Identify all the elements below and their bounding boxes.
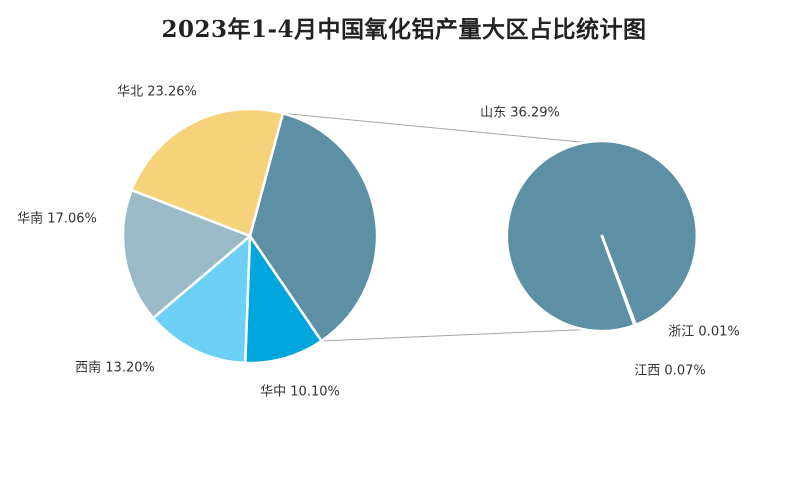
main-pie-slice-3 bbox=[151, 234, 252, 365]
main-pie bbox=[121, 107, 379, 365]
chart-title: 2023年1-4月中国氧化铝产量大区占比统计图 bbox=[161, 16, 647, 43]
main-pie-slice-4 bbox=[121, 188, 252, 320]
secondary-pie bbox=[505, 139, 699, 333]
data-label-main-1: 山东 36.29% bbox=[480, 106, 560, 121]
main-pie-slice-2 bbox=[243, 234, 323, 365]
data-label-main-5: 华北 23.26% bbox=[117, 85, 197, 100]
main-pie-slice-5 bbox=[130, 107, 285, 238]
data-label-main-4: 华南 17.06% bbox=[17, 211, 97, 227]
connector-lines bbox=[282, 112, 586, 342]
main-pie-slice-1 bbox=[248, 112, 379, 343]
connector-line-2 bbox=[321, 329, 586, 342]
data-label-main-2: 华中 10.10% bbox=[260, 385, 340, 400]
data-label-secondary-3: 江西 0.07% bbox=[634, 364, 705, 379]
data-label-main-3: 西南 13.20% bbox=[75, 360, 155, 376]
data-labels: 山东 36.29% 华中 10.10% 西南 13.20% 华南 17.06% 华北 2… bbox=[17, 85, 740, 400]
secondary-pie-slice-3 bbox=[600, 234, 637, 327]
connector-line-1 bbox=[282, 112, 586, 143]
data-label-secondary-2: 浙江 0.01% bbox=[668, 325, 739, 340]
